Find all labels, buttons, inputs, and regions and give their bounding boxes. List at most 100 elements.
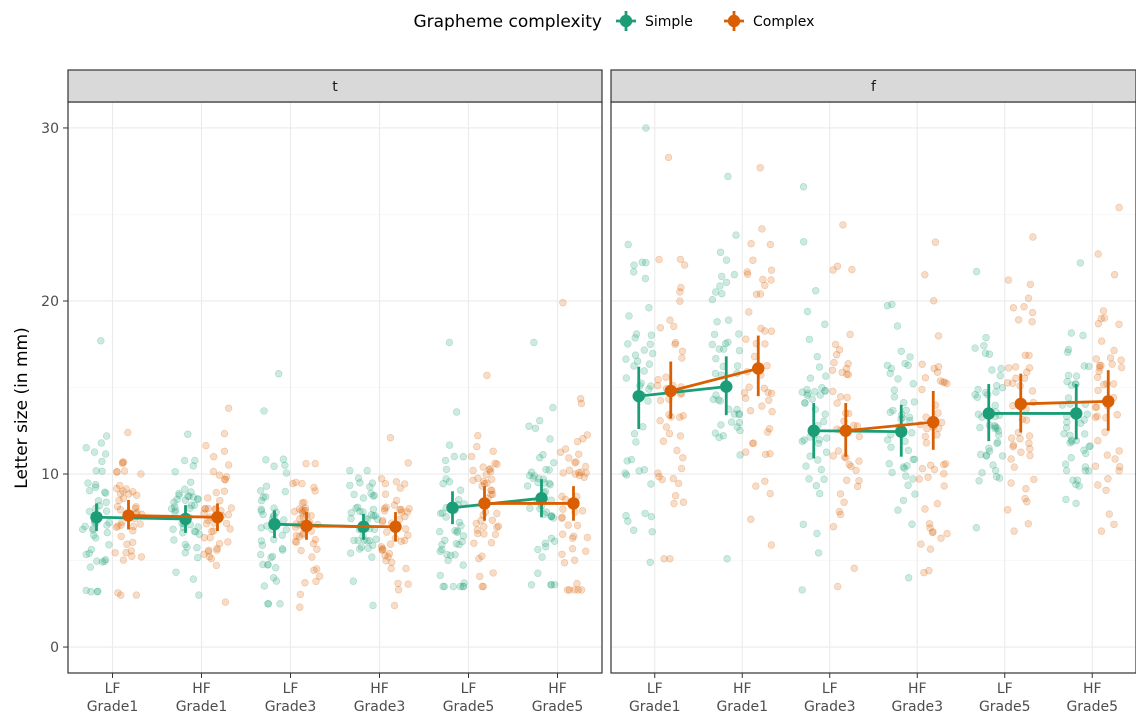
raw-observation-point: [820, 475, 828, 483]
raw-observation-point: [1094, 437, 1102, 445]
raw-observation-point: [459, 561, 467, 569]
y-tick-label: 10: [41, 467, 59, 483]
raw-observation-point: [449, 582, 457, 591]
raw-observation-point: [558, 530, 567, 538]
raw-observation-point: [385, 549, 394, 558]
raw-observation-point: [489, 569, 497, 577]
raw-observation-point: [118, 459, 127, 468]
raw-observation-point: [559, 469, 567, 477]
raw-observation-point: [708, 295, 717, 304]
raw-observation-point: [455, 518, 464, 526]
raw-observation-point: [712, 391, 720, 399]
mean-line-simple: [96, 515, 186, 521]
raw-observation-point: [1007, 455, 1015, 463]
raw-observation-point: [568, 534, 577, 542]
raw-observation-point: [640, 367, 648, 375]
raw-observation-point: [84, 479, 92, 487]
raw-observation-point: [401, 512, 409, 521]
raw-observation-point: [761, 450, 770, 459]
raw-observation-point: [808, 395, 816, 403]
raw-observation-point: [645, 385, 653, 393]
raw-observation-point: [757, 324, 765, 333]
raw-observation-point: [833, 582, 842, 591]
raw-observation-point: [1009, 443, 1017, 451]
x-tick-label: Grade5: [532, 699, 584, 715]
raw-observation-point: [171, 506, 180, 514]
raw-observation-point: [129, 522, 138, 531]
raw-observation-point: [1073, 476, 1082, 484]
raw-observation-point: [215, 539, 224, 548]
raw-observation-point: [848, 265, 856, 274]
raw-observation-point: [103, 528, 112, 537]
raw-observation-point: [313, 565, 321, 573]
raw-observation-point: [81, 522, 89, 531]
raw-observation-point: [381, 490, 390, 498]
raw-observation-point: [349, 577, 357, 585]
raw-observation-point: [855, 432, 863, 441]
raw-observation-point: [82, 550, 90, 559]
raw-observation-point: [813, 529, 821, 538]
raw-observation-point: [381, 479, 390, 488]
raw-observation-point: [493, 509, 501, 518]
x-tick-label: Grade3: [891, 699, 943, 715]
raw-observation-point: [934, 332, 943, 340]
raw-observation-point: [455, 496, 463, 504]
legend-key-point-simple: [619, 14, 633, 28]
raw-observation-point: [582, 469, 590, 477]
raw-observation-point: [921, 271, 929, 279]
raw-observation-point: [988, 366, 996, 374]
raw-observation-point: [573, 521, 582, 530]
raw-observation-point: [86, 563, 95, 571]
raw-observation-point: [451, 526, 459, 535]
raw-observation-point: [573, 579, 581, 588]
raw-observation-point: [763, 362, 771, 370]
raw-observation-point: [347, 509, 355, 517]
raw-observation-point: [996, 372, 1004, 380]
raw-observation-point: [991, 466, 1000, 475]
raw-observation-point: [368, 553, 376, 561]
raw-observation-point: [855, 457, 863, 465]
raw-observation-point: [761, 340, 769, 348]
raw-observation-point: [442, 465, 451, 474]
raw-observation-point: [346, 549, 355, 557]
raw-observation-point: [656, 396, 665, 405]
raw-observation-point: [712, 354, 720, 363]
raw-observation-point: [98, 558, 107, 566]
raw-observation-point: [205, 552, 214, 561]
raw-observation-point: [171, 503, 179, 511]
raw-observation-point: [929, 528, 937, 536]
raw-observation-point: [397, 508, 406, 516]
raw-observation-point: [943, 529, 951, 538]
raw-observation-point: [887, 364, 896, 373]
raw-observation-point: [910, 398, 918, 406]
raw-observation-point: [257, 496, 266, 505]
raw-observation-point: [902, 406, 910, 414]
raw-observation-point: [1025, 439, 1033, 447]
raw-observation-point: [369, 505, 378, 514]
raw-observation-point: [574, 450, 583, 458]
raw-observation-point: [1025, 432, 1034, 440]
raw-observation-point: [678, 347, 687, 355]
raw-observation-point: [113, 468, 121, 476]
raw-observation-point: [623, 457, 631, 465]
raw-observation-point: [259, 493, 267, 501]
raw-observation-point: [680, 261, 689, 269]
raw-observation-point: [440, 582, 449, 591]
raw-observation-point: [894, 375, 902, 383]
raw-observation-point: [122, 485, 130, 493]
raw-observation-point: [356, 545, 364, 553]
raw-observation-point: [436, 527, 444, 536]
raw-observation-point: [117, 591, 125, 599]
raw-observation-point: [396, 506, 404, 514]
raw-observation-point: [527, 468, 536, 476]
raw-observation-point: [460, 579, 468, 587]
raw-observation-point: [939, 378, 947, 386]
raw-observation-point: [119, 494, 128, 502]
raw-observation-point: [452, 539, 461, 548]
raw-observation-point: [716, 248, 725, 257]
raw-observation-point: [459, 582, 468, 591]
raw-observation-point: [1081, 449, 1090, 458]
raw-observation-point: [311, 487, 319, 495]
raw-observation-point: [665, 430, 674, 438]
raw-observation-point: [185, 492, 193, 500]
